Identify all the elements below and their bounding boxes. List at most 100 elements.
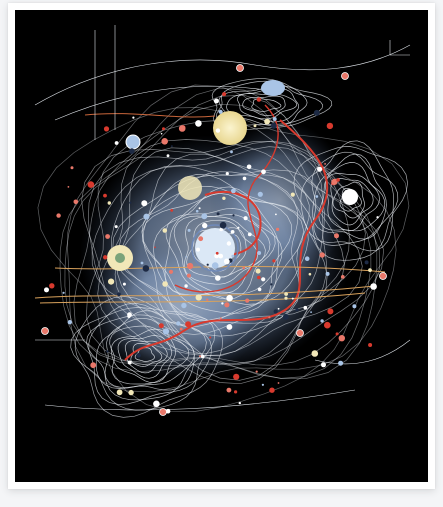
dot xyxy=(201,213,208,220)
dot xyxy=(310,311,312,313)
dot xyxy=(187,228,191,232)
contour-line xyxy=(325,173,380,232)
dot xyxy=(166,154,170,158)
dot xyxy=(181,302,187,309)
dot xyxy=(219,227,223,232)
dot xyxy=(238,401,241,405)
dot xyxy=(215,128,221,133)
dot xyxy=(303,305,308,310)
dot xyxy=(162,328,170,335)
accent-dot xyxy=(236,64,244,72)
dot xyxy=(245,298,250,303)
dot xyxy=(224,302,230,308)
dot xyxy=(211,262,219,269)
contour-line xyxy=(216,80,324,126)
dot xyxy=(226,324,233,330)
abstract-artwork-illustration xyxy=(34,25,411,418)
dot xyxy=(179,327,183,331)
dot xyxy=(44,287,49,293)
dot xyxy=(195,120,202,127)
dot xyxy=(158,323,164,329)
dot xyxy=(282,313,289,320)
dot xyxy=(196,247,200,252)
dot xyxy=(230,150,233,154)
dot xyxy=(234,390,238,394)
dot xyxy=(160,132,163,135)
dot xyxy=(184,284,188,288)
dot xyxy=(215,275,221,281)
dot xyxy=(277,307,280,310)
dot xyxy=(370,283,377,290)
dot xyxy=(162,127,165,131)
accent-dot xyxy=(379,272,387,280)
dot xyxy=(334,233,339,239)
dot xyxy=(336,178,340,182)
dot xyxy=(268,316,271,319)
orbit-lines xyxy=(34,25,411,411)
dot xyxy=(143,213,150,220)
dot xyxy=(226,294,233,302)
contour-line xyxy=(242,95,286,116)
dot xyxy=(218,109,223,114)
contour-line xyxy=(186,219,259,278)
contour-line xyxy=(88,303,213,405)
contour-line xyxy=(318,162,386,232)
dot xyxy=(128,389,134,396)
dot xyxy=(291,297,294,300)
dot xyxy=(308,272,312,276)
contour-line xyxy=(87,140,350,381)
accent-dot xyxy=(341,72,349,80)
contour-line xyxy=(64,94,372,379)
dot xyxy=(90,362,97,369)
dot xyxy=(185,256,187,258)
dot xyxy=(186,273,191,278)
contour-line xyxy=(141,191,293,314)
dot xyxy=(206,263,209,266)
dot xyxy=(116,389,123,396)
dot xyxy=(178,125,186,132)
dot xyxy=(73,199,79,205)
dot xyxy=(331,178,338,185)
dot xyxy=(209,336,212,339)
contour-line xyxy=(70,307,216,411)
dot xyxy=(162,281,168,287)
dot xyxy=(206,298,209,301)
contour-line xyxy=(311,151,399,246)
contour-line xyxy=(251,98,282,112)
dot xyxy=(218,253,224,259)
dot xyxy=(257,287,262,292)
accent-dot xyxy=(41,327,49,335)
dot xyxy=(317,166,323,172)
dot xyxy=(165,408,171,414)
dot xyxy=(368,268,372,272)
dot xyxy=(270,122,277,129)
feature-circles xyxy=(107,80,358,272)
dot xyxy=(225,172,229,176)
contour-line xyxy=(211,78,333,131)
dot xyxy=(321,362,326,368)
dot xyxy=(284,292,288,296)
contour-line xyxy=(142,174,309,328)
dot xyxy=(67,320,72,325)
dot xyxy=(185,321,192,328)
dot xyxy=(106,350,109,353)
dot xyxy=(153,400,160,408)
dot xyxy=(253,124,257,128)
dot xyxy=(272,259,276,263)
dot xyxy=(103,126,110,132)
dot xyxy=(117,292,121,297)
dot xyxy=(313,109,320,116)
contour-line xyxy=(95,310,195,391)
dot xyxy=(122,282,126,286)
dot xyxy=(242,266,245,270)
scattered-dots xyxy=(41,64,387,416)
contour-line xyxy=(173,214,271,294)
dot xyxy=(264,118,270,125)
dot xyxy=(233,373,240,380)
contour-line xyxy=(226,87,300,123)
dot xyxy=(201,354,205,359)
dot xyxy=(223,258,230,265)
dot xyxy=(230,230,235,234)
contour-line xyxy=(124,340,168,374)
